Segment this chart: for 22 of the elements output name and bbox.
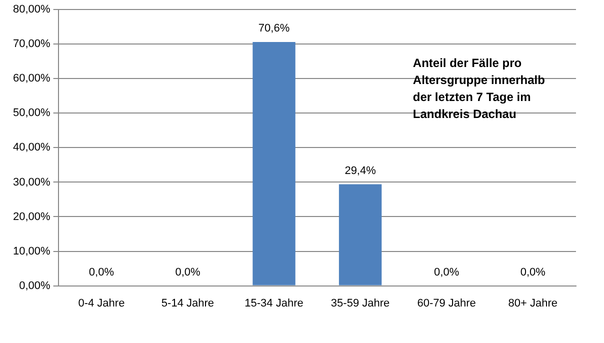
y-tick-label: 10,00% bbox=[12, 245, 51, 258]
data-label: 0,0% bbox=[175, 266, 200, 278]
x-tick-label: 80+ Jahre bbox=[508, 297, 558, 310]
y-tick-label: 40,00% bbox=[12, 142, 51, 154]
x-tick-label: 35-59 Jahre bbox=[330, 297, 390, 310]
data-label: 70,6% bbox=[258, 22, 290, 35]
x-tick-label: 0-4 Jahre bbox=[78, 297, 125, 310]
y-tick-label: 0,00% bbox=[19, 280, 51, 292]
x-tick-label: 5-14 Jahre bbox=[161, 297, 214, 310]
y-tick-label: 20,00% bbox=[12, 210, 51, 223]
x-tick-label: 60-79 Jahre bbox=[417, 297, 476, 310]
y-tick-label: 30,00% bbox=[12, 176, 51, 188]
y-tick-label: 70,00% bbox=[12, 38, 51, 50]
data-label: 0,0% bbox=[88, 266, 114, 278]
y-tick-label: 50,00% bbox=[12, 107, 51, 120]
data-label: 29,4% bbox=[344, 164, 376, 177]
text: Anteil der Fälle pro Altersgruppe innerhalb der letzten 7 Tage im Landkreis Dachau bbox=[412, 56, 545, 121]
y-tick-label: 80,00% bbox=[12, 4, 51, 16]
data-label: 0,0% bbox=[520, 266, 546, 278]
data-label: 0,0% bbox=[434, 266, 460, 278]
x-tick-label: 15-34 Jahre bbox=[244, 297, 304, 310]
y-tick-label: 60,00% bbox=[12, 72, 51, 85]
